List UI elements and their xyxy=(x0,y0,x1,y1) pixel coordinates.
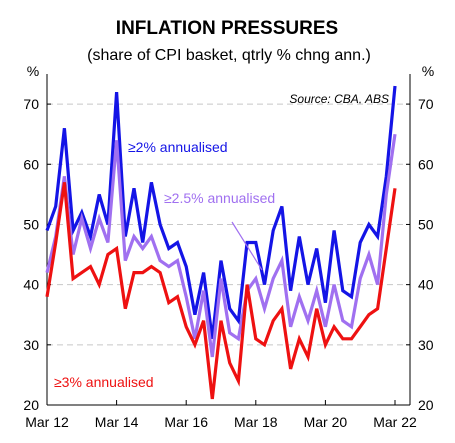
x-axis: Mar 12 Mar 14 Mar 16 Mar 18 Mar 20 Mar 22 xyxy=(25,400,417,430)
y-tick-label-left: 50 xyxy=(23,216,39,232)
source-note: Source: CBA, ABS xyxy=(289,92,389,106)
y-tick-label-left: 60 xyxy=(23,156,39,172)
y-tick-label-left: 40 xyxy=(23,277,39,293)
x-tick-label: Mar 16 xyxy=(164,414,208,430)
y-axis-left: 20 30 40 50 60 70 xyxy=(23,74,51,413)
y-unit-left: % xyxy=(27,63,39,79)
y-unit-right: % xyxy=(422,63,434,79)
series-line-3 xyxy=(45,182,397,400)
series-line-2 xyxy=(45,133,397,358)
annotations: ≥2% annualised ≥2.5% annualised ≥3% annual… xyxy=(54,139,275,390)
chart-title: INFLATION PRESSURES xyxy=(116,18,338,39)
annotation-label-1: ≥2% annualised xyxy=(128,139,228,155)
y-tick-label-right: 70 xyxy=(418,96,434,112)
y-tick-label-right: 40 xyxy=(418,277,434,293)
annotation-label-2: ≥2.5% annualised xyxy=(164,190,275,206)
series-line-1 xyxy=(45,85,397,340)
y-tick-label-left: 70 xyxy=(23,96,39,112)
chart-subtitle: (share of CPI basket, qtrly % chng ann.) xyxy=(87,47,371,64)
annotation-pointer xyxy=(231,221,263,271)
gridlines xyxy=(47,103,410,346)
x-tick-label: Mar 18 xyxy=(234,414,278,430)
x-tick-label: Mar 14 xyxy=(95,414,139,430)
x-tick-label: Mar 12 xyxy=(25,414,69,430)
y-tick-label-right: 30 xyxy=(418,337,434,353)
y-tick-label-right: 60 xyxy=(418,156,434,172)
y-tick-label-left: 30 xyxy=(23,337,39,353)
y-axis-right: 20 30 40 50 60 70 xyxy=(406,74,434,413)
x-tick-label: Mar 20 xyxy=(304,414,348,430)
y-tick-label-right: 50 xyxy=(418,216,434,232)
y-tick-label-right: 20 xyxy=(418,397,434,413)
y-tick-label-left: 20 xyxy=(23,397,39,413)
x-tick-label: Mar 22 xyxy=(373,414,417,430)
series-lines xyxy=(45,85,397,400)
annotation-label-3: ≥3% annualised xyxy=(54,374,154,390)
